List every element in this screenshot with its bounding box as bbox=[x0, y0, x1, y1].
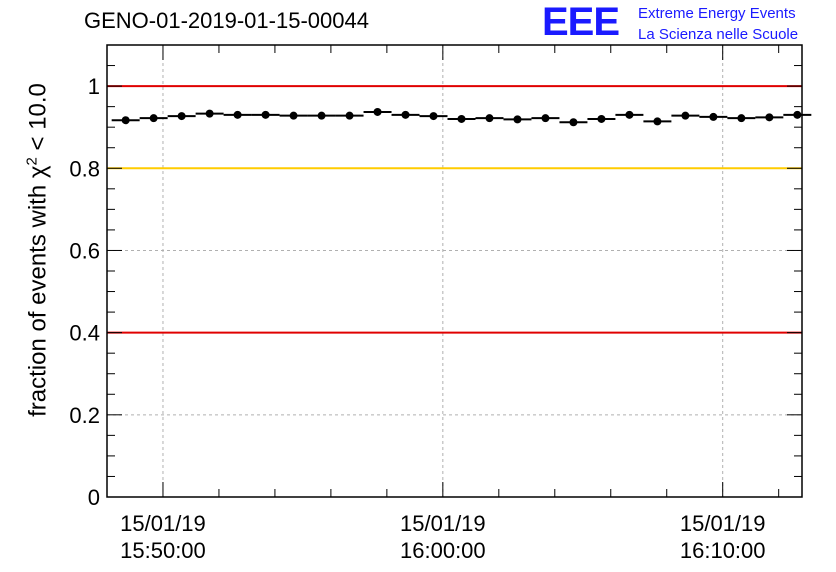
data-point bbox=[401, 110, 410, 119]
logo-line-2: La Scienza nelle Scuole bbox=[638, 26, 799, 43]
data-point bbox=[317, 111, 326, 120]
y-tick-label: 0.2 bbox=[69, 403, 100, 428]
data-point bbox=[709, 112, 718, 121]
x-tick-label-time: 16:10:00 bbox=[680, 538, 766, 563]
y-tick-label: 1 bbox=[88, 74, 100, 99]
y-tick-label: 0.6 bbox=[69, 238, 100, 263]
x-tick-label-date: 15/01/19 bbox=[120, 511, 206, 536]
data-point bbox=[485, 114, 494, 123]
data-point bbox=[121, 116, 130, 125]
logo-mark: EEE bbox=[542, 0, 620, 44]
data-point bbox=[597, 114, 606, 123]
data-point bbox=[765, 113, 774, 122]
y-tick-label: 0.4 bbox=[69, 321, 100, 346]
x-tick-label-date: 15/01/19 bbox=[680, 511, 766, 536]
data-point bbox=[373, 107, 382, 116]
data-point bbox=[261, 110, 270, 119]
chart-title: GENO-01-2019-01-15-00044 bbox=[84, 8, 369, 33]
data-point bbox=[653, 117, 662, 126]
data-point bbox=[793, 110, 802, 119]
data-point bbox=[681, 111, 690, 120]
y-tick-label: 0.8 bbox=[69, 156, 100, 181]
data-point bbox=[513, 115, 522, 124]
logo-line-1: Extreme Energy Events bbox=[638, 5, 796, 22]
x-tick-label-date: 15/01/19 bbox=[400, 511, 486, 536]
data-point bbox=[429, 112, 438, 121]
x-tick-label-time: 16:00:00 bbox=[400, 538, 486, 563]
data-point bbox=[625, 110, 634, 119]
data-point bbox=[541, 114, 550, 123]
data-point bbox=[737, 114, 746, 123]
data-point bbox=[205, 109, 214, 118]
y-tick-label: 0 bbox=[88, 485, 100, 510]
data-point bbox=[289, 111, 298, 120]
data-point bbox=[569, 118, 578, 127]
data-point bbox=[345, 111, 354, 120]
data-point bbox=[233, 110, 242, 119]
data-point bbox=[149, 114, 158, 123]
data-point bbox=[457, 114, 466, 123]
x-tick-label-time: 15:50:00 bbox=[120, 538, 206, 563]
data-point bbox=[177, 112, 186, 121]
